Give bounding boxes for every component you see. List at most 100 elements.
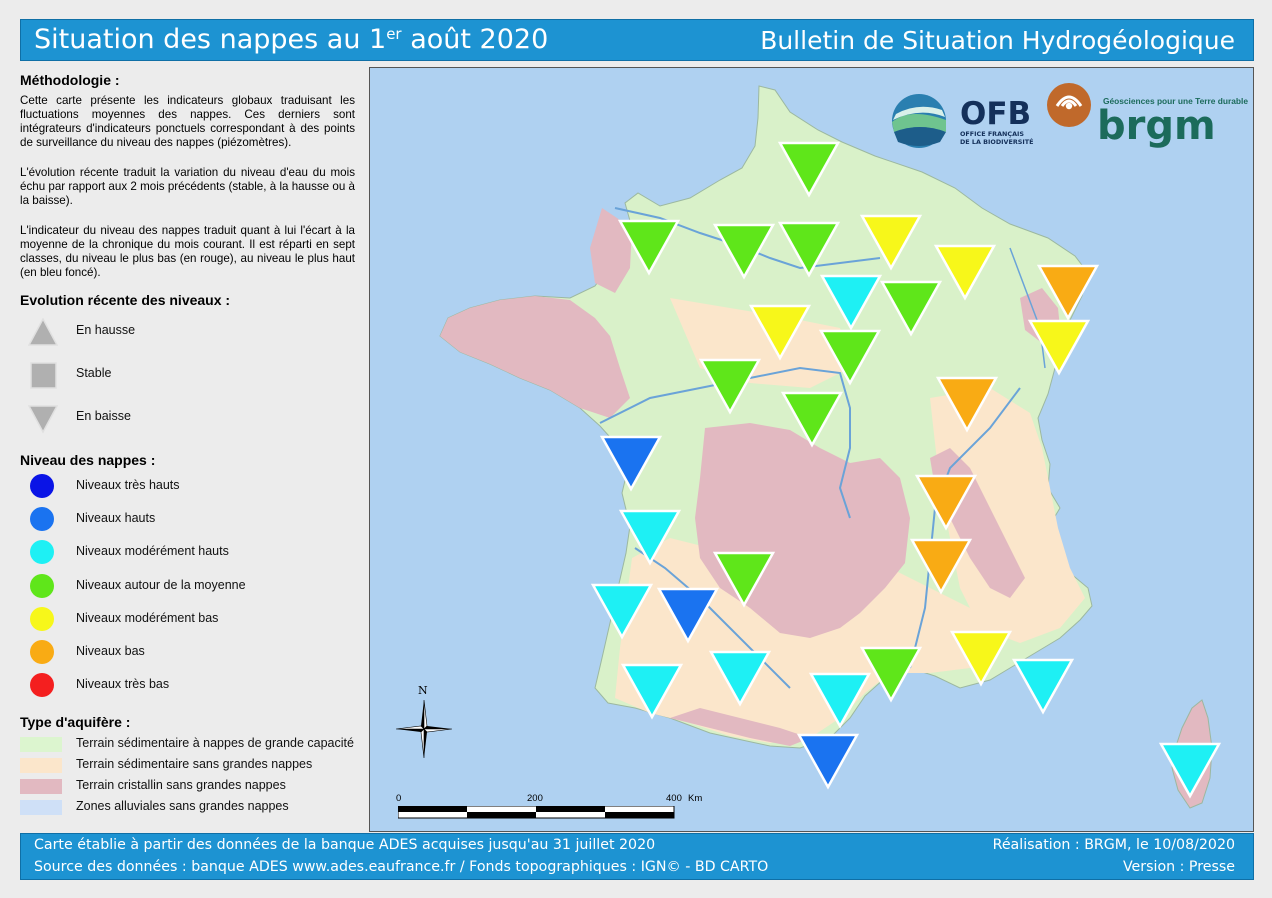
map-marker-down-triangle-icon [1036, 264, 1100, 321]
scale-tick-0: 0 [396, 793, 402, 804]
footer-source-note: Source des données : banque ADES www.ade… [34, 859, 769, 875]
map-marker-down-triangle-icon [1011, 658, 1075, 715]
map-marker-down-triangle-icon [879, 280, 943, 337]
legend-evolution-down: En baisse [20, 404, 360, 434]
header-bar: Situation des nappes au 1er août 2020 Bu… [20, 19, 1254, 61]
map-marker-down-triangle-icon [859, 214, 923, 271]
legend-aquifer-label: Terrain sédimentaire à nappes de grande … [76, 736, 354, 750]
map-marker-down-triangle-icon [599, 435, 663, 492]
map-marker-down-triangle-icon [617, 219, 681, 276]
map-marker-down-triangle-icon [780, 391, 844, 448]
map-marker-down-triangle-icon [818, 329, 882, 386]
map-marker-down-triangle-icon [796, 733, 860, 790]
legend-panel: Méthodologie : Cette carte présente les … [20, 67, 360, 827]
level-color-dot [30, 474, 54, 498]
legend-level-item: Niveaux modérément bas [20, 606, 360, 632]
legend-evolution-label: En hausse [76, 323, 136, 337]
aquifer-color-swatch [20, 737, 62, 752]
down-triangle-icon [28, 405, 58, 434]
legend-aquifer-label: Terrain cristallin sans grandes nappes [76, 778, 286, 792]
legend-level-item: Niveaux hauts [20, 506, 360, 532]
evolution-title: Evolution récente des niveaux : [20, 292, 231, 308]
map-marker-down-triangle-icon [859, 646, 923, 703]
legend-level-label: Niveaux bas [76, 644, 145, 658]
ofb-logo: OFB OFFICE FRANÇAIS DE LA BIODIVERSITÉ [960, 98, 1040, 146]
rhone-river [909, 387, 1021, 669]
aquifer-color-swatch [20, 800, 62, 815]
legend-evolution-label: En baisse [76, 409, 131, 423]
scale-unit: Km [688, 793, 703, 804]
scale-tick-400: 400 [666, 793, 682, 804]
map-panel: OFB OFFICE FRANÇAIS DE LA BIODIVERSITÉ G… [369, 67, 1254, 832]
legend-level-item: Niveaux très hauts [20, 473, 360, 499]
footer-version: Version : Presse [1122, 859, 1235, 875]
map-marker-down-triangle-icon [712, 223, 776, 280]
map-marker-down-triangle-icon [777, 221, 841, 278]
methodology-title: Méthodologie : [20, 72, 120, 88]
legend-level-item: Niveaux bas [20, 639, 360, 665]
legend-evolution-up: En hausse [20, 318, 360, 346]
map-marker-down-triangle-icon [949, 630, 1013, 687]
methodology-paragraph-1: Cette carte présente les indicateurs glo… [20, 94, 355, 149]
map-marker-down-triangle-icon [914, 474, 978, 531]
legend-level-item: Niveaux très bas [20, 672, 360, 698]
legend-level-label: Niveaux modérément bas [76, 610, 219, 625]
crystalline-zone-brittany [440, 296, 630, 418]
map-marker-down-triangle-icon [935, 376, 999, 433]
map-marker-down-triangle-icon [748, 304, 812, 361]
level-color-dot [30, 573, 54, 598]
garonne-river [634, 547, 791, 689]
brgm-logo-icon [1047, 83, 1091, 127]
ofb-logo-subtitle-2: DE LA BIODIVERSITÉ [960, 138, 1034, 146]
level-color-dot [30, 640, 54, 664]
ofb-logo-text: OFB [960, 96, 1032, 132]
legend-level-item: Niveaux modérément hauts [20, 539, 360, 565]
legend-evolution-label: Stable [76, 366, 112, 380]
brgm-logo-text: brgm [1097, 103, 1216, 149]
map-marker-down-triangle-icon [698, 358, 762, 415]
legend-level-label: Niveaux très hauts [76, 478, 180, 492]
brgm-tagline: Géosciences pour une Terre durable [1102, 96, 1248, 106]
legend-level-label: Niveaux très bas [76, 677, 170, 692]
methodology-paragraph-3: L'indicateur du niveau des nappes tradui… [20, 224, 355, 279]
level-color-dot [30, 540, 54, 565]
methodology-paragraph-2: L'évolution récente traduit la variation… [20, 166, 355, 207]
brgm-logo: Géosciences pour une Terre durable brgm [1088, 96, 1248, 146]
map-marker-down-triangle-icon [819, 274, 883, 331]
square-icon [30, 362, 57, 389]
level-color-dot [30, 673, 54, 698]
map-marker-down-triangle-icon [1027, 319, 1091, 376]
footer-data-note: Carte établie à partir des données de la… [34, 837, 656, 853]
aquifer-color-swatch [20, 779, 62, 794]
up-triangle-icon [28, 318, 58, 346]
map-marker-down-triangle-icon [909, 538, 973, 595]
markers-layer [590, 141, 1222, 799]
map-marker-down-triangle-icon [777, 141, 841, 198]
map-marker-down-triangle-icon [590, 583, 654, 640]
map-marker-down-triangle-icon [618, 509, 682, 566]
legend-aquifer-item: Zones alluviales sans grandes nappes [20, 798, 360, 824]
page-title: Situation des nappes au 1er août 2020 [34, 24, 549, 55]
footer-credit: Réalisation : BRGM, le 10/08/2020 [992, 837, 1235, 853]
map-marker-down-triangle-icon [712, 551, 776, 608]
legend-level-label: Niveaux hauts [76, 511, 156, 526]
bulletin-title: Bulletin de Situation Hydrogéologique [760, 26, 1235, 55]
legend-aquifer-item: Terrain cristallin sans grandes nappes [20, 777, 360, 803]
legend-aquifer-label: Zones alluviales sans grandes nappes [76, 799, 289, 813]
scale-bar [398, 806, 675, 819]
ofb-logo-icon [892, 94, 946, 148]
aquifer-color-swatch [20, 758, 62, 773]
legend-aquifer-item: Terrain sédimentaire sans grandes nappes [20, 756, 360, 782]
legend-evolution-stable: Stable [20, 361, 360, 389]
map-marker-down-triangle-icon [1158, 742, 1222, 799]
compass-rose-icon [396, 700, 452, 758]
map-marker-down-triangle-icon [808, 672, 872, 729]
scale-tick-200: 200 [527, 793, 543, 804]
loire-river [599, 366, 851, 519]
ofb-logo-subtitle-1: OFFICE FRANÇAIS [960, 130, 1025, 138]
level-color-dot [30, 606, 54, 631]
aquifer-title: Type d'aquifère : [20, 714, 131, 730]
legend-aquifer-label: Terrain sédimentaire sans grandes nappes [76, 757, 313, 771]
map-marker-down-triangle-icon [708, 650, 772, 707]
